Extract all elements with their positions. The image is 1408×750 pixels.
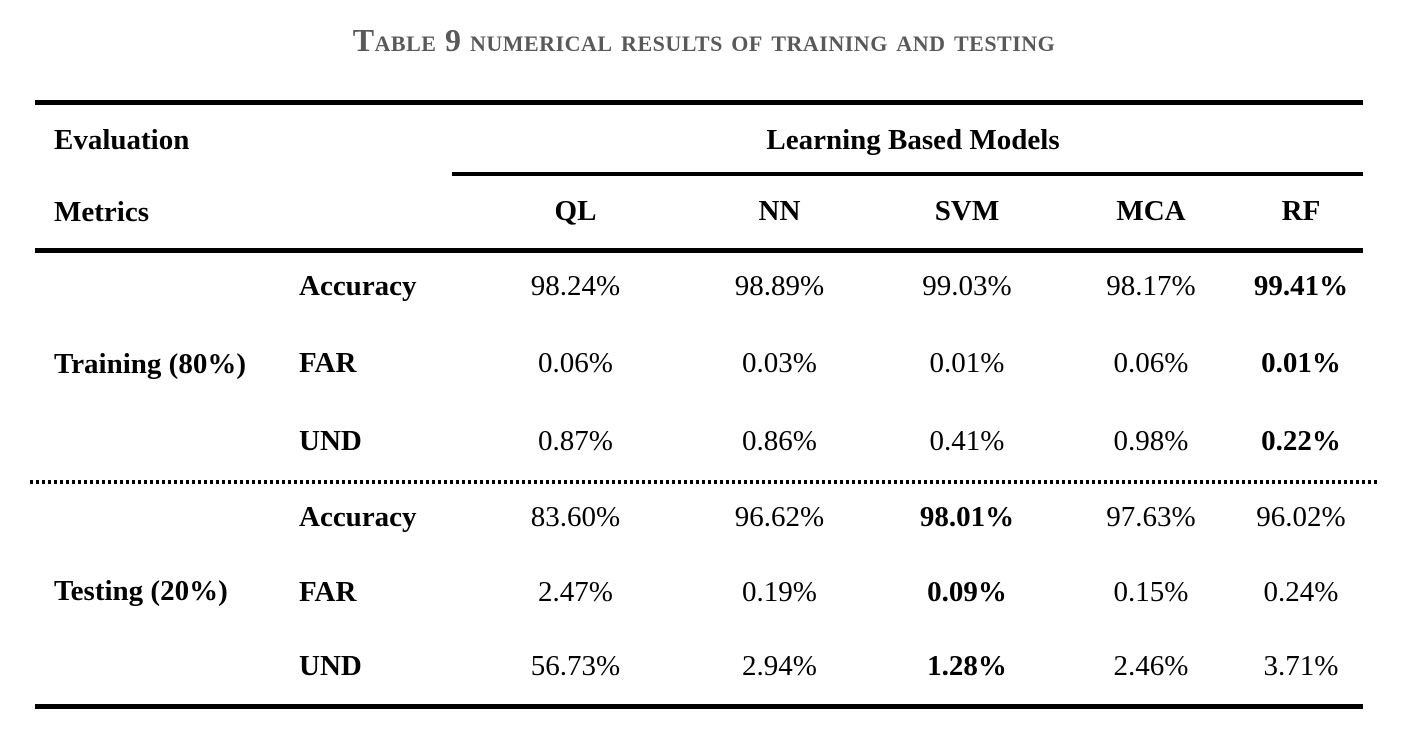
value-cell: 98.89%	[734, 270, 825, 302]
value-cell: 56.73%	[530, 650, 621, 682]
value-cell: 0.98%	[1113, 424, 1189, 457]
section-label-training: Training (80%)	[54, 347, 246, 380]
models-group-underline-rule	[452, 172, 1363, 176]
value-cell: 98.17%	[1106, 270, 1196, 302]
value-cell: 3.71%	[1263, 650, 1339, 682]
header-evaluation-line: Evaluation	[54, 124, 190, 157]
value-cell-best: 99.41%	[1253, 270, 1349, 302]
metric-label: FAR	[299, 347, 357, 379]
value-cell: 0.41%	[929, 424, 1005, 457]
value-cell: 98.24%	[530, 270, 621, 302]
metric-label: Accuracy	[299, 270, 417, 302]
header-bottom-rule	[35, 248, 1363, 253]
column-header-mca: MCA	[1116, 195, 1186, 227]
value-cell: 0.03%	[742, 347, 817, 379]
section-separator-dotted-rule	[30, 480, 1378, 484]
value-cell-best: 0.09%	[927, 576, 1007, 608]
header-models-group: Learning Based Models	[766, 123, 1060, 156]
value-cell-best: 0.22%	[1261, 424, 1341, 457]
value-cell: 83.60%	[530, 501, 621, 533]
value-cell-best: 1.28%	[927, 650, 1007, 682]
value-cell: 0.86%	[742, 424, 817, 457]
value-cell: 96.02%	[1256, 501, 1346, 533]
column-header-nn: NN	[758, 195, 801, 227]
header-metrics-line: Metrics	[54, 195, 149, 228]
column-header-ql: QL	[554, 195, 597, 227]
value-cell: 2.47%	[538, 576, 613, 608]
column-header-rf: RF	[1281, 195, 1321, 227]
value-cell-best: 98.01%	[919, 501, 1015, 533]
value-cell: 0.06%	[1113, 347, 1189, 379]
value-cell: 97.63%	[1106, 501, 1196, 533]
value-cell: 0.06%	[538, 347, 613, 379]
value-cell: 99.03%	[922, 270, 1012, 302]
section-label-testing: Testing (20%)	[54, 575, 228, 607]
value-cell: 0.24%	[1263, 576, 1339, 608]
value-cell: 2.46%	[1113, 650, 1189, 682]
value-cell: 0.01%	[929, 347, 1005, 379]
metric-label: Accuracy	[299, 501, 417, 533]
table-caption: Table 9 numerical results of training an…	[352, 22, 1056, 58]
table-bottom-rule	[35, 704, 1363, 709]
value-cell: 2.94%	[742, 650, 817, 682]
value-cell: 96.62%	[734, 501, 825, 533]
table-top-rule	[35, 100, 1363, 105]
metric-label: FAR	[299, 576, 357, 608]
value-cell: 0.19%	[742, 576, 817, 608]
header-evaluation-metrics: Evaluation Metrics	[35, 105, 463, 248]
results-table: Evaluation Metrics Learning Based Models…	[35, 105, 1363, 703]
value-cell-best: 0.01%	[1261, 347, 1341, 379]
column-header-svm: SVM	[934, 195, 1000, 227]
value-cell: 0.15%	[1113, 576, 1189, 608]
metric-label: UND	[299, 424, 362, 457]
value-cell: 0.87%	[538, 424, 613, 457]
metric-label: UND	[299, 650, 362, 682]
